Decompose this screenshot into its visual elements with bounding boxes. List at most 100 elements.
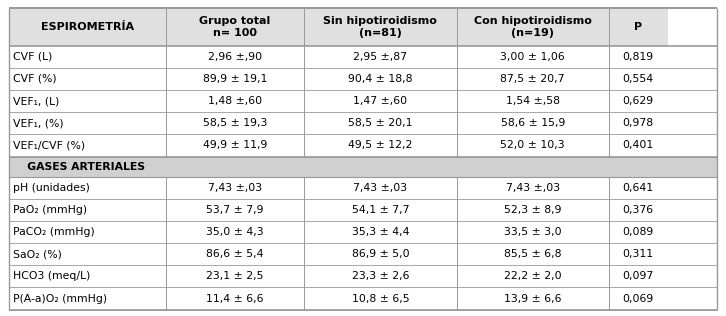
Text: 52,0 ± 10,3: 52,0 ± 10,3 <box>500 141 565 150</box>
Text: 58,6 ± 15,9: 58,6 ± 15,9 <box>500 118 565 128</box>
Text: 2,95 ±,87: 2,95 ±,87 <box>354 52 407 62</box>
Bar <box>9 112 166 134</box>
Text: 0,097: 0,097 <box>623 271 654 281</box>
Bar <box>304 243 457 265</box>
Bar <box>166 288 304 310</box>
Text: 22,2 ± 2,0: 22,2 ± 2,0 <box>504 271 561 281</box>
Text: 0,311: 0,311 <box>623 249 654 259</box>
Bar <box>9 243 166 265</box>
Bar <box>9 68 166 90</box>
Bar <box>166 177 304 199</box>
Text: 0,089: 0,089 <box>623 227 654 237</box>
Text: 89,9 ± 19,1: 89,9 ± 19,1 <box>203 74 267 84</box>
Bar <box>457 8 609 46</box>
Bar <box>9 265 166 288</box>
Bar <box>9 221 166 243</box>
Text: VEF₁, (%): VEF₁, (%) <box>13 118 64 128</box>
Text: CVF (L): CVF (L) <box>13 52 52 62</box>
Bar <box>9 156 717 177</box>
Bar <box>609 46 668 68</box>
Bar <box>609 265 668 288</box>
Text: 7,43 ±,03: 7,43 ±,03 <box>208 183 262 193</box>
Bar <box>457 68 609 90</box>
Text: HCO3 (meq/L): HCO3 (meq/L) <box>13 271 91 281</box>
Text: 13,9 ± 6,6: 13,9 ± 6,6 <box>504 294 561 304</box>
Bar <box>609 243 668 265</box>
Text: PaCO₂ (mmHg): PaCO₂ (mmHg) <box>13 227 95 237</box>
Text: ESPIROMETRÍA: ESPIROMETRÍA <box>41 22 134 32</box>
Text: 33,5 ± 3,0: 33,5 ± 3,0 <box>504 227 561 237</box>
Bar <box>304 288 457 310</box>
Bar <box>304 8 457 46</box>
Bar <box>9 288 166 310</box>
Text: Grupo total
n= 100: Grupo total n= 100 <box>200 15 271 38</box>
Text: 0,819: 0,819 <box>623 52 654 62</box>
Text: P(A-a)O₂ (mmHg): P(A-a)O₂ (mmHg) <box>13 294 107 304</box>
Bar <box>304 177 457 199</box>
Bar <box>166 112 304 134</box>
Bar <box>457 265 609 288</box>
Text: SaO₂ (%): SaO₂ (%) <box>13 249 62 259</box>
Text: 85,5 ± 6,8: 85,5 ± 6,8 <box>504 249 561 259</box>
Bar <box>166 134 304 156</box>
Bar <box>304 90 457 112</box>
Bar <box>457 134 609 156</box>
Text: 54,1 ± 7,7: 54,1 ± 7,7 <box>351 205 409 215</box>
Text: 58,5 ± 20,1: 58,5 ± 20,1 <box>348 118 412 128</box>
Text: P: P <box>635 22 643 32</box>
Bar <box>609 90 668 112</box>
Bar <box>609 112 668 134</box>
Bar <box>9 134 166 156</box>
Text: 53,7 ± 7,9: 53,7 ± 7,9 <box>206 205 264 215</box>
Bar <box>457 90 609 112</box>
Bar <box>457 243 609 265</box>
Bar <box>9 90 166 112</box>
Bar <box>609 221 668 243</box>
Bar <box>457 288 609 310</box>
Text: 1,54 ±,58: 1,54 ±,58 <box>506 96 560 106</box>
Text: 0,069: 0,069 <box>623 294 654 304</box>
Text: pH (unidades): pH (unidades) <box>13 183 90 193</box>
Bar <box>609 288 668 310</box>
Text: 87,5 ± 20,7: 87,5 ± 20,7 <box>500 74 565 84</box>
Text: 7,43 ±,03: 7,43 ±,03 <box>354 183 407 193</box>
Text: Con hipotiroidismo
(n=19): Con hipotiroidismo (n=19) <box>474 15 592 38</box>
Bar <box>304 265 457 288</box>
Text: 0,376: 0,376 <box>623 205 654 215</box>
Bar <box>166 199 304 221</box>
Bar <box>457 221 609 243</box>
Bar <box>609 8 668 46</box>
Bar <box>9 199 166 221</box>
Text: 35,3 ± 4,4: 35,3 ± 4,4 <box>351 227 409 237</box>
Bar <box>166 46 304 68</box>
Bar <box>304 134 457 156</box>
Text: 7,43 ±,03: 7,43 ±,03 <box>505 183 560 193</box>
Bar <box>457 112 609 134</box>
Bar <box>166 243 304 265</box>
Text: 3,00 ± 1,06: 3,00 ± 1,06 <box>500 52 565 62</box>
Text: 23,3 ± 2,6: 23,3 ± 2,6 <box>351 271 409 281</box>
Text: VEF₁/CVF (%): VEF₁/CVF (%) <box>13 141 85 150</box>
Text: 49,5 ± 12,2: 49,5 ± 12,2 <box>348 141 412 150</box>
Bar <box>166 221 304 243</box>
Text: 86,6 ± 5,4: 86,6 ± 5,4 <box>206 249 264 259</box>
Bar <box>457 177 609 199</box>
Text: 1,48 ±,60: 1,48 ±,60 <box>208 96 262 106</box>
Bar <box>304 199 457 221</box>
Text: GASES ARTERIALES: GASES ARTERIALES <box>16 161 145 172</box>
Text: 1,47 ±,60: 1,47 ±,60 <box>354 96 407 106</box>
Text: 58,5 ± 19,3: 58,5 ± 19,3 <box>203 118 267 128</box>
Bar <box>9 8 166 46</box>
Text: 0,641: 0,641 <box>623 183 654 193</box>
Text: 90,4 ± 18,8: 90,4 ± 18,8 <box>348 74 412 84</box>
Text: 10,8 ± 6,5: 10,8 ± 6,5 <box>351 294 409 304</box>
Text: 0,978: 0,978 <box>623 118 654 128</box>
Text: VEF₁, (L): VEF₁, (L) <box>13 96 60 106</box>
Bar <box>304 221 457 243</box>
Text: 11,4 ± 6,6: 11,4 ± 6,6 <box>206 294 264 304</box>
Text: 23,1 ± 2,5: 23,1 ± 2,5 <box>206 271 264 281</box>
Bar <box>609 68 668 90</box>
Bar <box>609 134 668 156</box>
Bar <box>166 90 304 112</box>
Bar <box>166 68 304 90</box>
